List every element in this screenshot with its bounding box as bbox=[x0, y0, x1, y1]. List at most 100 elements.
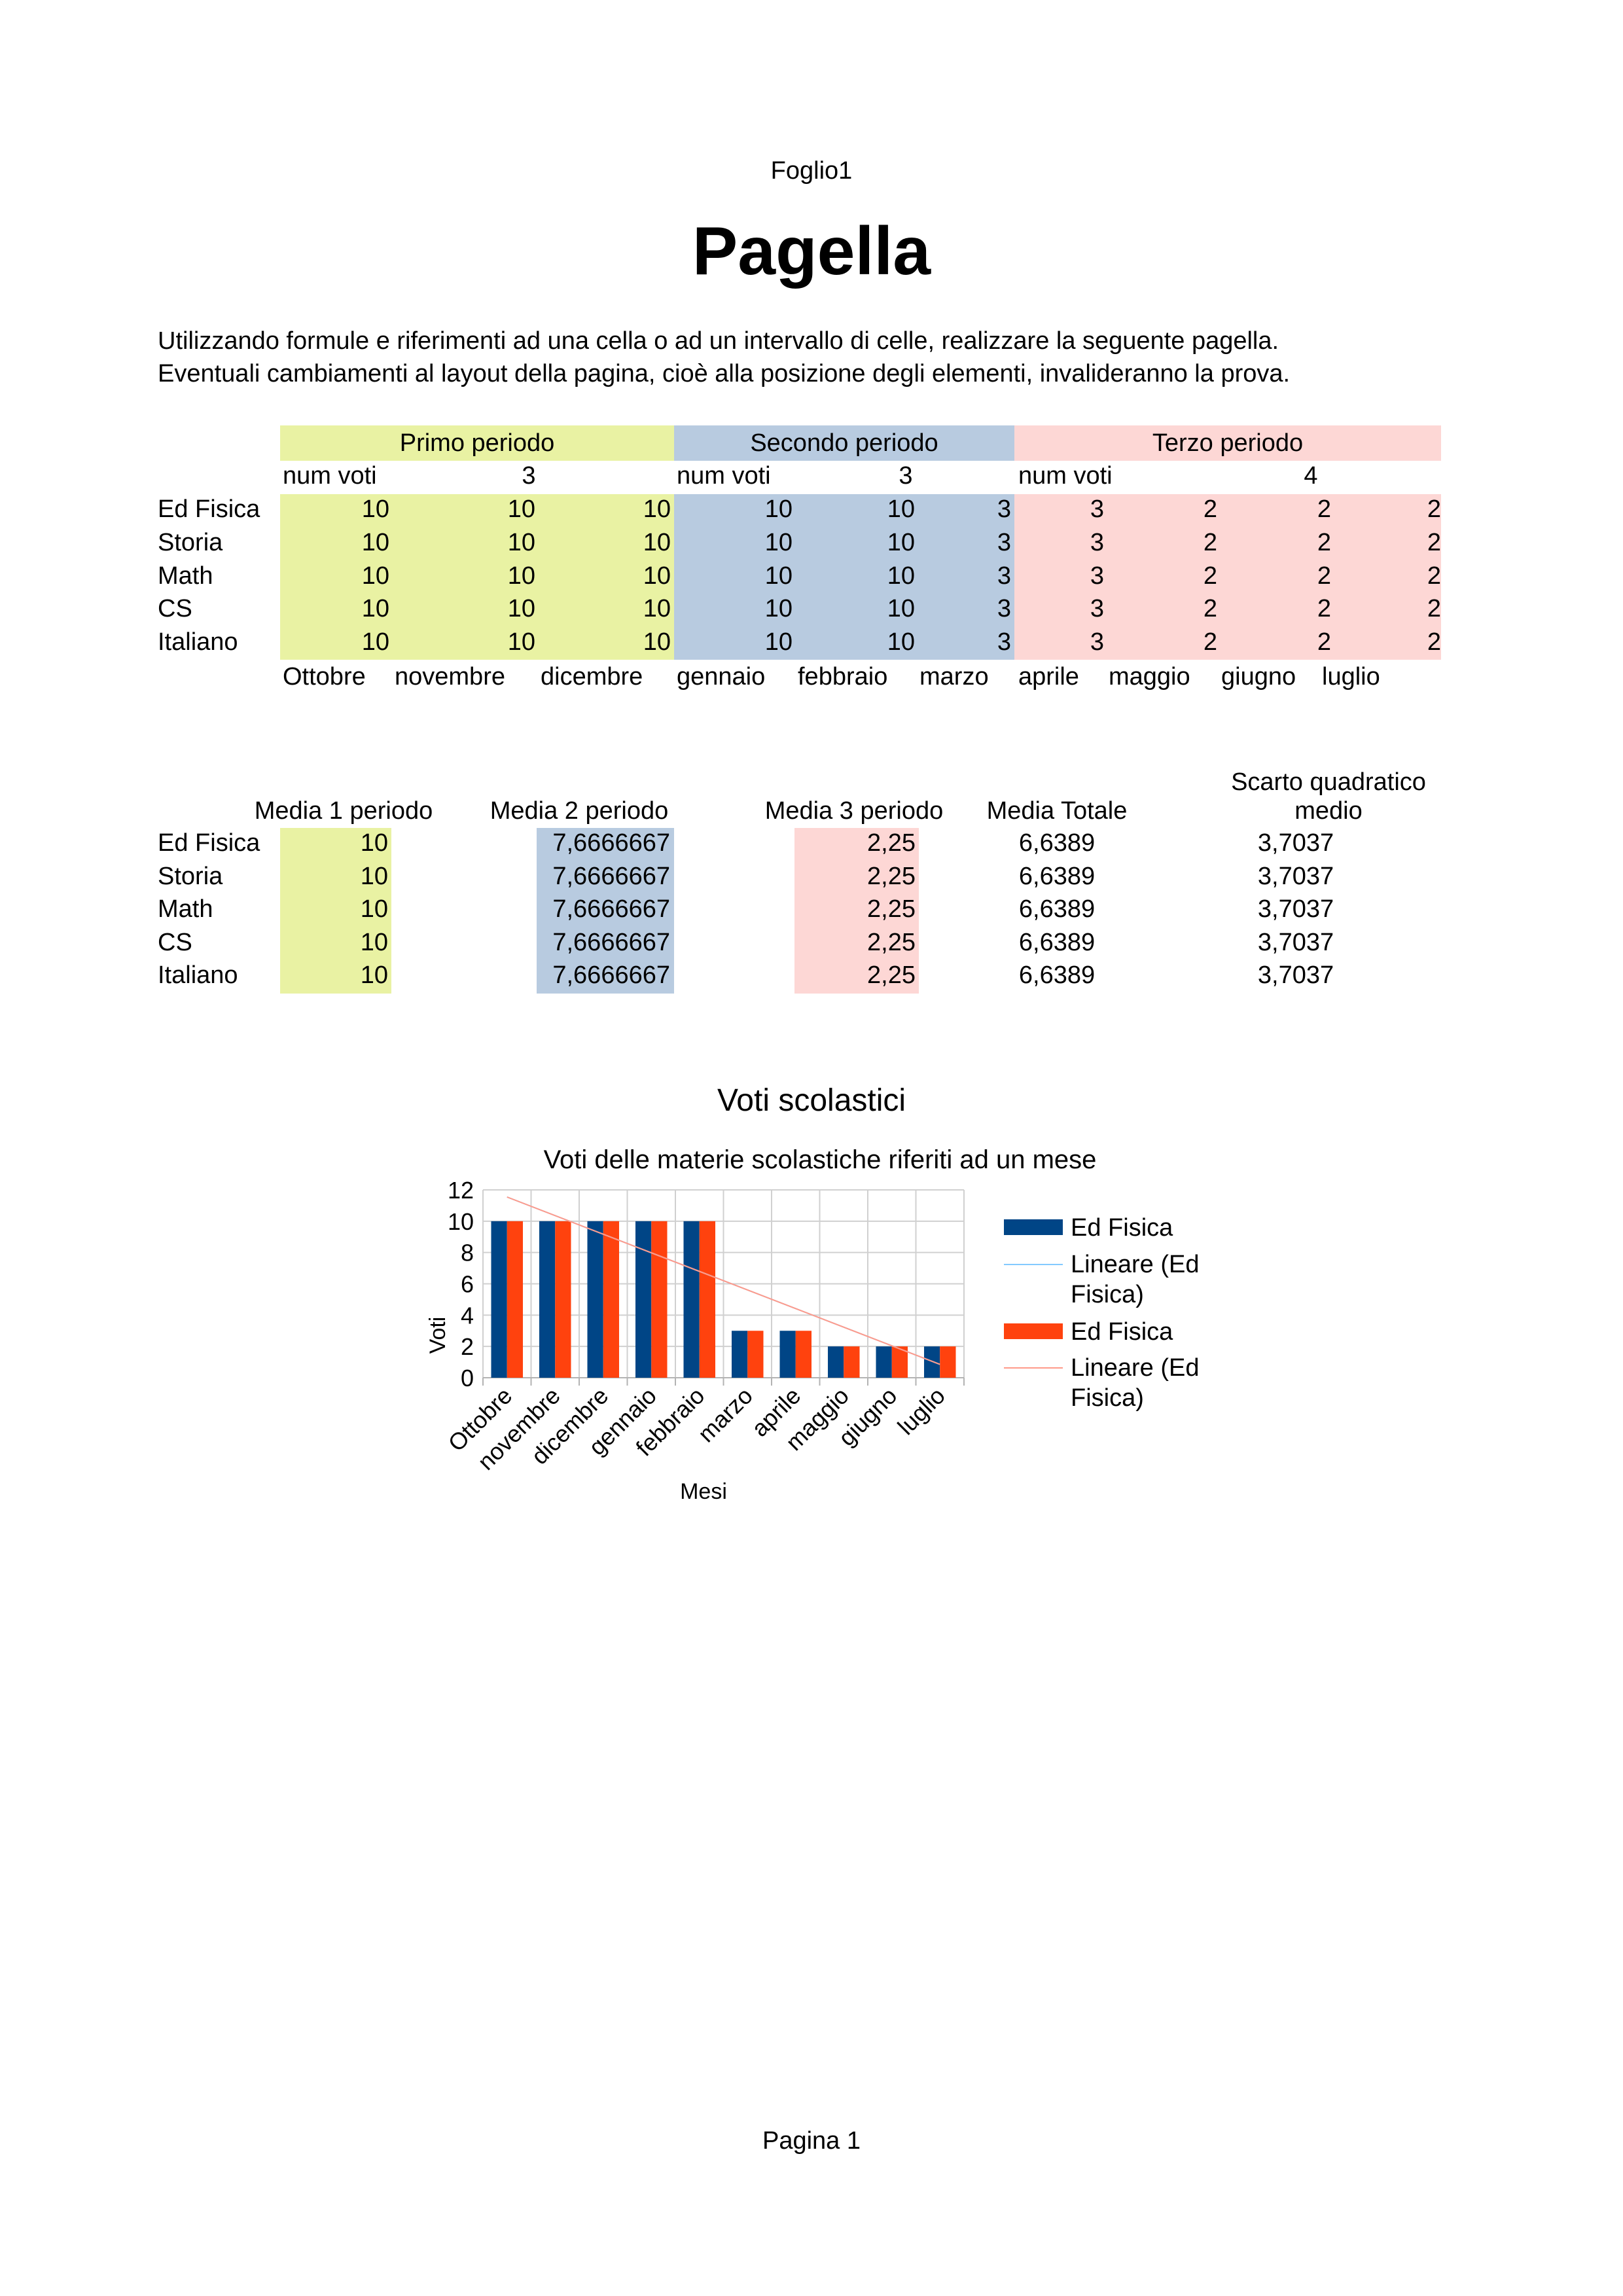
month-label: giugno bbox=[1221, 663, 1296, 691]
num-voti-value: 4 bbox=[1304, 462, 1318, 490]
bar-series1 bbox=[827, 1346, 844, 1378]
num-voti-label: num voti bbox=[1018, 462, 1113, 490]
legend-swatch-series1 bbox=[1004, 1219, 1063, 1235]
sheet-name: Foglio1 bbox=[770, 157, 853, 185]
grade-cell: 2 bbox=[1317, 562, 1331, 590]
legend-label-trend2-line2: Fisica) bbox=[1071, 1384, 1144, 1412]
num-voti-label: num voti bbox=[677, 462, 771, 490]
grade-cell: 2 bbox=[1317, 495, 1331, 523]
avg-subject-label: Italiano bbox=[158, 961, 238, 989]
bar-series1 bbox=[635, 1221, 652, 1378]
month-label: gennaio bbox=[677, 663, 766, 691]
grade-cell: 10 bbox=[887, 562, 915, 590]
x-axis-title: Mesi bbox=[680, 1479, 727, 1504]
header-media-2: Media 2 periodo bbox=[490, 797, 669, 825]
grade-cell: 2 bbox=[1427, 562, 1441, 590]
media-1-value: 10 bbox=[360, 961, 388, 989]
grade-cell: 10 bbox=[887, 529, 915, 556]
grade-cell: 10 bbox=[764, 529, 793, 556]
grade-cell: 10 bbox=[764, 495, 793, 523]
grade-cell: 10 bbox=[507, 562, 535, 590]
grade-cell: 10 bbox=[643, 595, 671, 622]
header-media-3: Media 3 periodo bbox=[764, 797, 944, 825]
grade-cell: 3 bbox=[1090, 495, 1104, 523]
bar-series1 bbox=[779, 1331, 796, 1378]
period-header-band bbox=[280, 425, 674, 461]
bar-series1 bbox=[539, 1221, 556, 1378]
media-1-value: 10 bbox=[360, 829, 388, 857]
month-label: maggio bbox=[1109, 663, 1190, 691]
header-scarto-line1: Scarto quadratico bbox=[1231, 768, 1426, 796]
y-tick-label: 6 bbox=[461, 1271, 474, 1298]
bar-series2 bbox=[891, 1346, 908, 1378]
period-header-label: Secondo periodo bbox=[750, 429, 938, 457]
grade-cell: 3 bbox=[997, 562, 1011, 590]
bar-series2 bbox=[651, 1221, 668, 1378]
scarto-value: 3,7037 bbox=[1257, 829, 1334, 857]
header-media-totale: Media Totale bbox=[986, 797, 1128, 825]
header-media-1: Media 1 periodo bbox=[254, 797, 433, 825]
grade-cell: 2 bbox=[1203, 628, 1217, 656]
media-totale-value: 6,6389 bbox=[1018, 929, 1096, 956]
bar-series1 bbox=[876, 1346, 892, 1378]
media-2-value: 7,6666667 bbox=[552, 961, 670, 989]
period-header-label: Terzo periodo bbox=[1152, 429, 1304, 457]
y-tick-label: 12 bbox=[448, 1177, 474, 1204]
legend-label-series1: Ed Fisica bbox=[1071, 1214, 1173, 1242]
grade-cell: 2 bbox=[1317, 529, 1331, 556]
media-3-value: 2,25 bbox=[867, 961, 916, 989]
media-totale-value: 6,6389 bbox=[1018, 895, 1096, 923]
bar-series2 bbox=[603, 1221, 620, 1378]
avg-subject-label: Storia bbox=[158, 863, 223, 890]
chart-title: Voti scolastici bbox=[717, 1083, 906, 1118]
month-label: luglio bbox=[1322, 663, 1380, 691]
grade-cell: 2 bbox=[1317, 595, 1331, 622]
media-totale-value: 6,6389 bbox=[1018, 829, 1096, 857]
scarto-value: 3,7037 bbox=[1257, 929, 1334, 956]
legend-label-trend1-line2: Fisica) bbox=[1071, 1281, 1144, 1308]
x-tick-label: luglio bbox=[892, 1382, 950, 1440]
media-3-value: 2,25 bbox=[867, 929, 916, 956]
bar-series2 bbox=[795, 1331, 812, 1378]
y-tick-label: 8 bbox=[461, 1240, 474, 1266]
y-tick-label: 2 bbox=[461, 1333, 474, 1360]
period-header-band bbox=[674, 425, 1014, 461]
chart-subtitle: Voti delle materie scolastiche riferiti … bbox=[544, 1145, 1097, 1174]
bar-series2 bbox=[747, 1331, 764, 1378]
grade-cell: 2 bbox=[1203, 529, 1217, 556]
bar-series1 bbox=[683, 1221, 700, 1378]
bar-series1 bbox=[491, 1221, 507, 1378]
grade-cell: 10 bbox=[507, 495, 535, 523]
num-voti-value: 3 bbox=[522, 462, 536, 490]
num-voti-value: 3 bbox=[899, 462, 913, 490]
grade-cell: 2 bbox=[1427, 495, 1441, 523]
grade-cell: 2 bbox=[1203, 562, 1217, 590]
grade-cell: 10 bbox=[887, 628, 915, 656]
period-header-band bbox=[1014, 425, 1441, 461]
subject-label: CS bbox=[158, 595, 192, 622]
bar-series1 bbox=[731, 1331, 748, 1378]
grades-band bbox=[280, 494, 674, 660]
grade-cell: 3 bbox=[1090, 628, 1104, 656]
media-2-value: 7,6666667 bbox=[552, 829, 670, 857]
media-3-value: 2,25 bbox=[867, 829, 916, 857]
bar-series2 bbox=[940, 1346, 956, 1378]
page-title: Pagella bbox=[692, 213, 931, 289]
media-3-value: 2,25 bbox=[867, 895, 916, 923]
grade-cell: 10 bbox=[887, 495, 915, 523]
bar-series1 bbox=[923, 1346, 940, 1378]
grade-cell: 2 bbox=[1427, 529, 1441, 556]
instruction-line-1: Utilizzando formule e riferimenti ad una… bbox=[158, 327, 1279, 355]
num-voti-label: num voti bbox=[283, 462, 377, 490]
y-tick-label: 4 bbox=[461, 1302, 474, 1329]
grade-cell: 10 bbox=[361, 628, 389, 656]
grade-cell: 10 bbox=[643, 529, 671, 556]
avg-subject-label: Ed Fisica bbox=[158, 829, 260, 857]
grade-cell: 2 bbox=[1203, 495, 1217, 523]
grade-cell: 3 bbox=[997, 529, 1011, 556]
header-scarto-line2: medio bbox=[1294, 797, 1363, 825]
grade-cell: 3 bbox=[1090, 562, 1104, 590]
grade-cell: 10 bbox=[361, 529, 389, 556]
month-label: febbraio bbox=[798, 663, 888, 691]
x-tick-label: marzo bbox=[692, 1382, 758, 1448]
